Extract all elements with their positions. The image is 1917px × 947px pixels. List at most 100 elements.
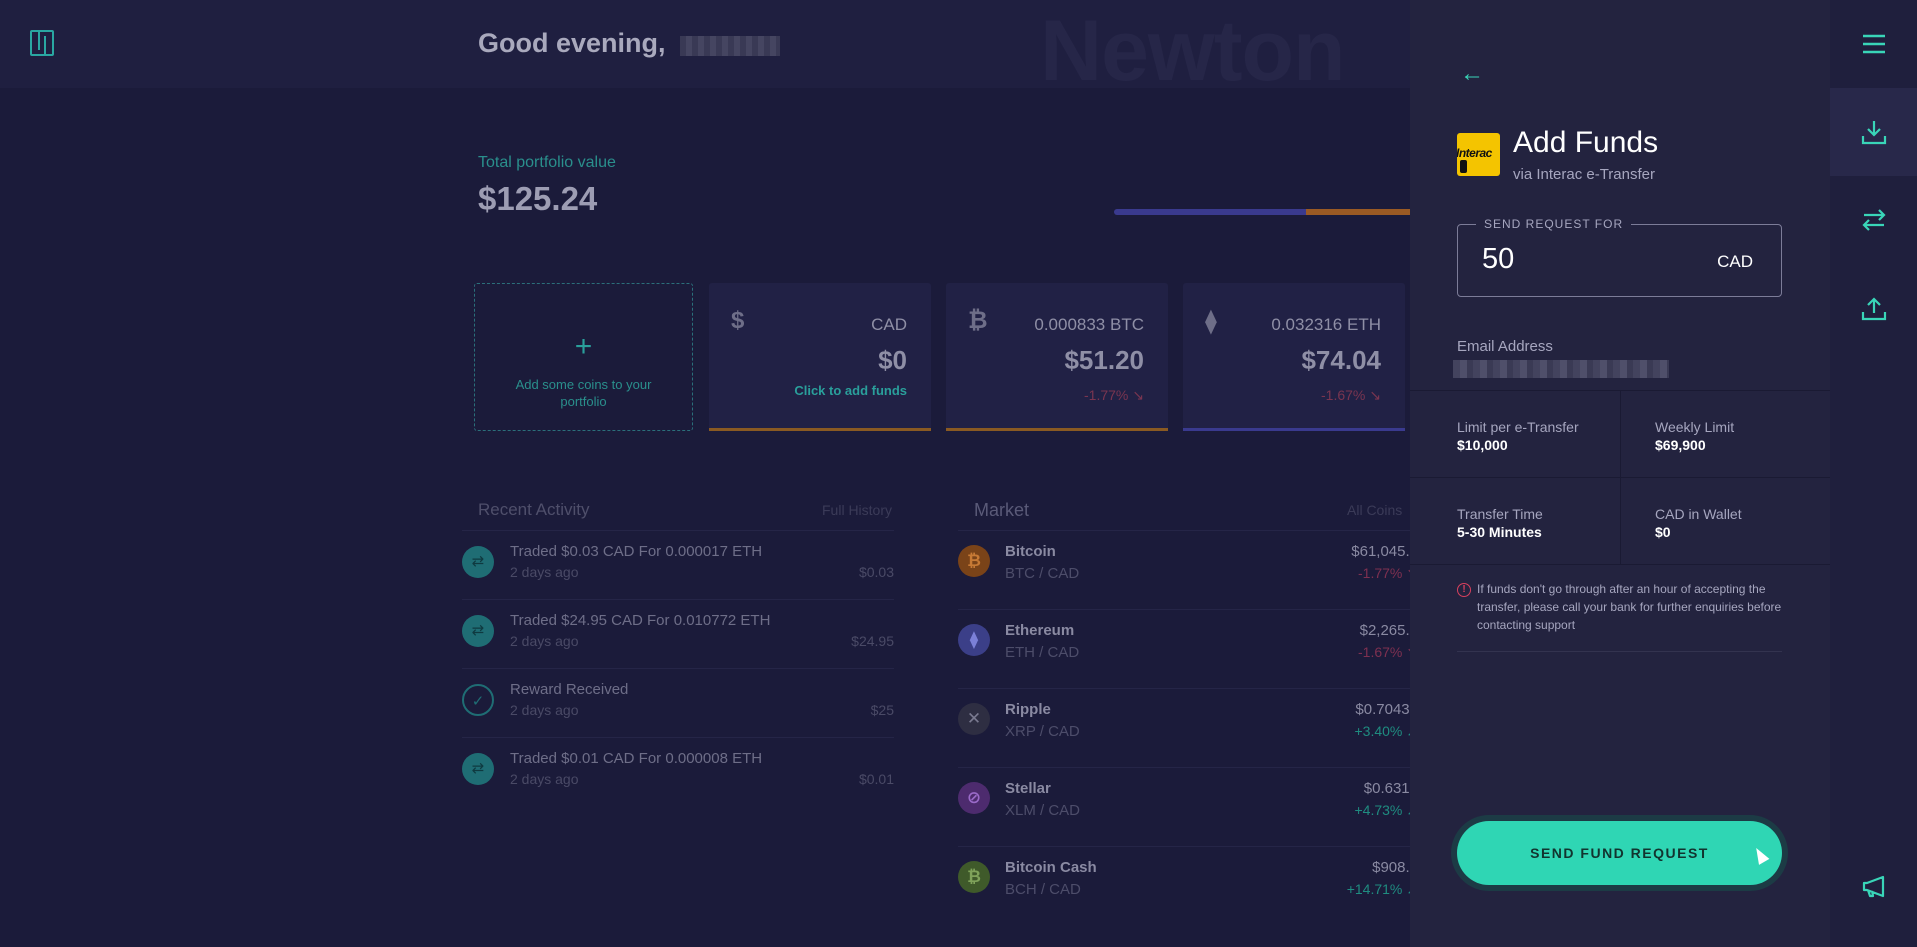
market-coin-name: Bitcoin Cash: [1005, 859, 1097, 876]
interac-logo: Interac: [1457, 133, 1500, 176]
card-accent-bar: [709, 428, 931, 431]
alert-icon: !: [1457, 583, 1471, 597]
market-pair: XLM / CAD: [1005, 802, 1081, 819]
limit-value: 5-30 Minutes: [1457, 524, 1542, 540]
activity-amount: $25: [870, 702, 894, 718]
check-icon: ✓: [462, 684, 494, 716]
activity-title: Reward Received: [510, 681, 629, 698]
amount-input[interactable]: [1482, 243, 1682, 276]
limit-label: CAD in Wallet: [1655, 506, 1742, 522]
activity-time: 2 days ago: [510, 564, 579, 580]
activity-amount: $0.01: [858, 771, 894, 787]
eth-wallet-card[interactable]: ⧫ 0.032316 ETH $74.04 -1.67% ↘: [1183, 283, 1405, 431]
amount-currency: CAD: [1717, 252, 1753, 271]
add-coins-text: Add some coins to your portfolio: [515, 377, 652, 409]
market-pair: XRP / CAD: [1005, 723, 1080, 740]
card-change: -1.77% ↘: [1084, 387, 1144, 403]
portfolio-value: $125.24: [478, 180, 598, 217]
transfer-icon: [1861, 209, 1886, 231]
transfer-time: Transfer Time 5-30 Minutes: [1410, 478, 1620, 565]
market-change: +4.73% ↗: [1354, 802, 1411, 818]
brand-watermark: Newton: [1040, 3, 1346, 99]
bitcoin-cash-icon: ₿: [958, 861, 990, 893]
market-change: -1.77% ↘: [1358, 565, 1410, 581]
cad-in-wallet: CAD in Wallet $0: [1620, 478, 1830, 565]
market-pair: BCH / CAD: [1005, 881, 1081, 898]
add-funds-link[interactable]: Click to add funds: [794, 383, 907, 398]
announcements-button[interactable]: [1830, 842, 1917, 930]
plus-icon: +: [574, 330, 593, 363]
limit-label: Weekly Limit: [1655, 419, 1735, 435]
withdraw-nav-button[interactable]: [1830, 264, 1917, 352]
newton-logo[interactable]: [30, 30, 54, 56]
cad-wallet-card[interactable]: $ CAD $0 Click to add funds: [709, 283, 931, 431]
panel-subtitle: via Interac e-Transfer: [1513, 166, 1655, 183]
activity-row[interactable]: ✓ Reward Received 2 days ago $25: [462, 668, 894, 736]
redacted-email: [1453, 360, 1669, 378]
activity-row[interactable]: ⇄ Traded $0.01 CAD For 0.000008 ETH 2 da…: [462, 737, 894, 805]
limits-grid: Limit per e-Transfer $10,000 Weekly Limi…: [1410, 390, 1830, 565]
activity-amount: $24.95: [851, 633, 894, 649]
dollar-icon: $: [731, 307, 745, 334]
activity-title: Traded $24.95 CAD For 0.010772 ETH: [510, 612, 771, 629]
card-accent-bar: [946, 428, 1168, 431]
notice-text: If funds don't go through after an hour …: [1477, 582, 1782, 632]
menu-icon: [1862, 34, 1885, 54]
allocation-bar: [1114, 209, 1410, 215]
limit-value: $10,000: [1457, 437, 1508, 453]
market-change: +14.71% ↗: [1346, 881, 1410, 897]
recent-activity-title: Recent Activity: [478, 500, 590, 519]
interac-logo-text: Interac: [1457, 146, 1492, 160]
activity-row[interactable]: ⇄ Traded $24.95 CAD For 0.010772 ETH 2 d…: [462, 599, 894, 667]
right-nav-rail: [1830, 0, 1917, 947]
activity-time: 2 days ago: [510, 633, 579, 649]
market-price: $61,045.8: [1351, 543, 1410, 560]
card-value: $51.20: [1064, 345, 1144, 375]
send-fund-request-button[interactable]: SEND FUND REQUEST: [1457, 821, 1782, 885]
dashboard-header: Good evening, Newton: [0, 0, 1410, 99]
limit-value: $0: [1655, 524, 1671, 540]
market-pair: ETH / CAD: [1005, 644, 1080, 661]
bitcoin-icon: ₿: [968, 307, 988, 334]
back-arrow-icon[interactable]: ←: [1460, 60, 1484, 87]
activity-row[interactable]: ⇄ Traded $0.03 CAD For 0.000017 ETH 2 da…: [462, 530, 894, 598]
market-row-stellar[interactable]: ⊘ Stellar XLM / CAD $0.6313 +4.73% ↗: [958, 767, 1410, 846]
market-row-ethereum[interactable]: ⧫ Ethereum ETH / CAD $2,265.7 -1.67% ↘: [958, 609, 1410, 688]
stellar-icon: ⊘: [958, 782, 990, 814]
btc-wallet-card[interactable]: ₿ 0.000833 BTC $51.20 -1.77% ↘: [946, 283, 1168, 431]
market-change: -1.67% ↘: [1358, 644, 1410, 660]
market-coin-name: Bitcoin: [1005, 543, 1056, 560]
card-value: $0: [878, 345, 907, 375]
market-change: +3.40% ↗: [1354, 723, 1411, 739]
market-price: $0.70433: [1355, 701, 1410, 718]
market-row-ripple[interactable]: ✕ Ripple XRP / CAD $0.70433 +3.40% ↗: [958, 688, 1410, 767]
ethereum-icon: ⧫: [958, 624, 990, 656]
all-coins-link[interactable]: All Coins: [1347, 502, 1403, 518]
market-pair: BTC / CAD: [1005, 565, 1080, 582]
card-amount: CAD: [871, 315, 907, 334]
market-coin-name: Stellar: [1005, 780, 1051, 797]
bitcoin-icon: ₿: [958, 545, 990, 577]
market-coin-name: Ethereum: [1005, 622, 1075, 639]
redacted-username: [680, 36, 780, 56]
download-icon: [1861, 121, 1886, 145]
ethereum-icon: ⧫: [1205, 308, 1217, 335]
transfer-notice: ! If funds don't go through after an hou…: [1457, 580, 1782, 652]
full-history-link[interactable]: Full History: [822, 502, 893, 518]
card-value: $74.04: [1301, 345, 1381, 375]
market-title: Market: [974, 500, 1030, 520]
add-coins-card[interactable]: + Add some coins to your portfolio: [474, 283, 693, 431]
activity-time: 2 days ago: [510, 702, 579, 718]
activity-title: Traded $0.03 CAD For 0.000017 ETH: [510, 543, 763, 560]
card-change: -1.67% ↘: [1321, 387, 1381, 403]
limit-label: Transfer Time: [1457, 506, 1543, 522]
trade-nav-button[interactable]: [1830, 176, 1917, 264]
menu-button[interactable]: [1830, 0, 1917, 88]
amount-field[interactable]: SEND REQUEST FOR CAD: [1457, 217, 1782, 297]
market-row-bitcoin-cash[interactable]: ₿ Bitcoin Cash BCH / CAD $908.5 +14.71% …: [958, 846, 1410, 925]
add-funds-nav-button[interactable]: [1830, 88, 1917, 176]
limit-per-transfer: Limit per e-Transfer $10,000: [1410, 391, 1620, 478]
market-row-bitcoin[interactable]: ₿ Bitcoin BTC / CAD $61,045.8 -1.77% ↘: [958, 530, 1410, 609]
add-funds-panel: ← Interac Add Funds via Interac e-Transf…: [1410, 0, 1830, 947]
trade-icon: ⇄: [462, 753, 494, 785]
